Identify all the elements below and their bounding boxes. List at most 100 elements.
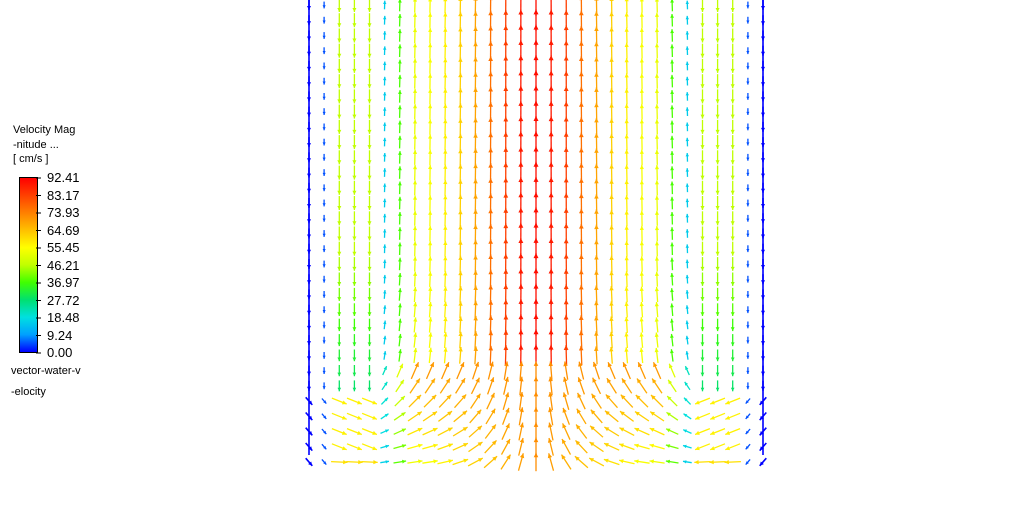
velocity-arrow-head [473,346,478,351]
velocity-arrow-head [578,345,584,351]
colorbar-tick-label: 73.93 [47,205,80,220]
velocity-arrow-head [337,84,342,89]
velocity-arrow-head [398,59,402,64]
velocity-arrow-head [746,355,750,359]
velocity-arrow-head [352,297,357,301]
velocity-arrow-head [654,210,659,215]
velocity-arrow-head [357,446,362,451]
velocity-arrow-head [518,146,524,152]
velocity-arrow-head [592,377,597,383]
velocity-arrow-head [746,264,750,268]
velocity-arrow-head [665,459,670,464]
velocity-arrow-head [352,327,357,332]
velocity-arrow-head [609,194,614,199]
velocity-arrow-head [562,407,567,413]
velocity-arrow-head [367,357,372,362]
velocity-arrow-head [563,314,569,320]
velocity-arrow-head [670,257,674,262]
velocity-arrow-head [563,55,569,61]
legend-title-line1: Velocity Mag [13,124,76,136]
velocity-arrow-head [401,412,406,417]
velocity-arrow-head [398,333,402,338]
velocity-arrow-head [413,241,418,246]
velocity-arrow-head [503,238,509,244]
colorbar-tick-label: 36.97 [47,275,80,290]
velocity-arrow-head [398,105,402,110]
velocity-arrow-head [609,240,614,245]
velocity-arrow-head [337,266,342,271]
velocity-arrow-head [670,212,674,216]
velocity-arrow-head [548,376,553,382]
velocity-arrow-head [700,145,705,150]
velocity-arrow-head [383,351,387,355]
velocity-arrow-head [710,430,715,435]
velocity-arrow-head [518,253,524,259]
velocity-arrow-head [337,251,342,256]
velocity-arrow-head [533,9,539,15]
velocity-arrow-head [533,85,539,91]
velocity-arrow-head [746,218,750,222]
velocity-arrow-head [337,221,342,226]
velocity-arrow-head [518,101,524,106]
velocity-arrow-head [730,114,735,119]
velocity-arrow-head [562,439,567,444]
velocity-arrow-head [488,193,493,199]
velocity-arrow-head [639,210,644,215]
velocity-arrow-head [490,392,495,398]
velocity-arrow-head [730,297,735,301]
velocity-arrow-head [577,377,582,383]
velocity-arrow-head [715,145,720,150]
velocity-arrow-head [383,198,387,203]
velocity-arrow-head [639,43,644,48]
velocity-arrow-head [491,424,496,430]
velocity-arrow-head [624,58,629,63]
velocity-arrow-head [579,10,584,16]
velocity-arrow-head [518,344,524,350]
velocity-arrow-head [670,120,674,125]
velocity-arrow-head [624,195,629,200]
velocity-arrow-head [414,362,419,368]
velocity-arrow-head [533,131,539,137]
velocity-arrow-head [428,241,433,246]
velocity-arrow-head [323,400,327,404]
velocity-arrow-head [670,135,674,140]
velocity-arrow-head [488,254,493,259]
velocity-arrow-head [357,400,362,405]
velocity-arrow-head [367,221,372,226]
velocity-arrow-head [367,99,372,104]
velocity-arrow-head [413,0,418,2]
velocity-arrow-head [695,400,700,405]
velocity-arrow-head [609,255,614,260]
velocity-arrow-head [548,192,554,198]
velocity-arrow-head [488,147,493,153]
velocity-arrow-head [594,133,599,138]
velocity-arrow-head [415,378,420,384]
velocity-arrow-head [337,145,342,150]
velocity-arrow-head [428,12,433,17]
velocity-arrow-head [505,439,510,444]
velocity-arrow-head [322,370,326,374]
velocity-arrow-head [639,0,644,2]
velocity-arrow-head [367,145,372,150]
velocity-arrow-head [654,88,659,93]
velocity-arrow-head [504,361,509,367]
velocity-arrow-head [624,347,629,352]
velocity-arrow-head [715,312,720,316]
velocity-arrow-head [398,166,402,171]
velocity-arrow-head [473,72,478,77]
velocity-arrow-head [563,70,569,76]
velocity-arrow-head [730,84,735,89]
velocity-arrow-head [533,222,539,228]
velocity-arrow-head [433,443,438,448]
velocity-arrow-head [670,318,674,323]
velocity-arrow-head [563,208,569,213]
velocity-arrow-head [398,29,402,34]
velocity-arrow-head [579,132,584,138]
velocity-arrow-head [398,196,402,201]
velocity-arrow-head [503,70,509,76]
velocity-arrow-head [446,394,452,400]
velocity-arrow-head [563,177,569,183]
velocity-arrow-head [341,415,347,420]
velocity-arrow-head [724,460,729,465]
